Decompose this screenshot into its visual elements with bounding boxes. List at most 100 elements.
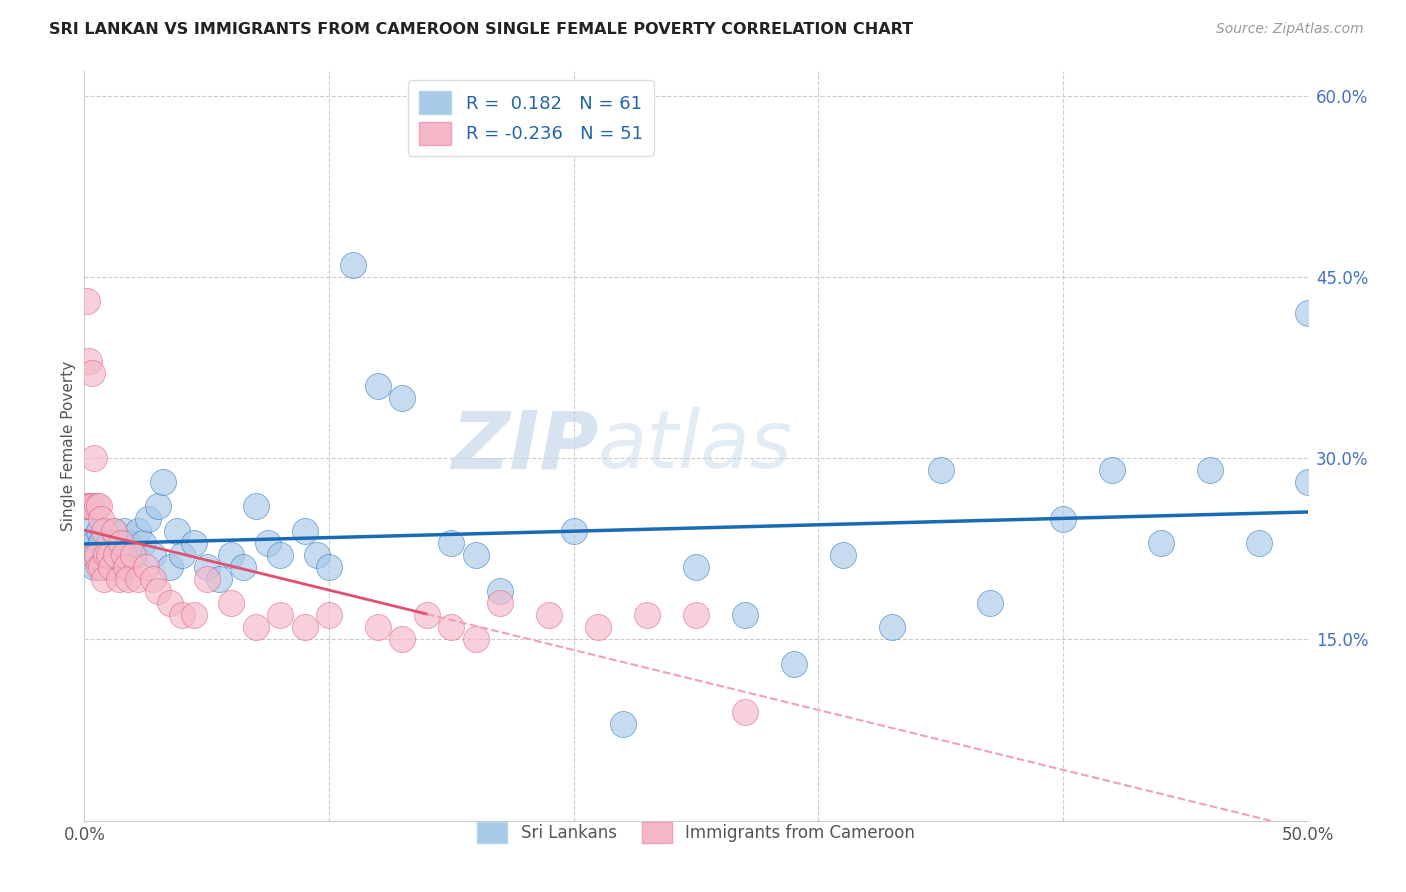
Point bbox=[783, 657, 806, 671]
Point bbox=[245, 500, 267, 514]
Point bbox=[1296, 475, 1319, 490]
Y-axis label: Single Female Poverty: Single Female Poverty bbox=[60, 361, 76, 531]
Point bbox=[112, 548, 135, 562]
Point bbox=[87, 559, 110, 574]
Point bbox=[318, 559, 340, 574]
Point bbox=[110, 535, 132, 549]
Point bbox=[440, 535, 463, 549]
Point bbox=[152, 475, 174, 490]
Point bbox=[90, 511, 112, 525]
Point bbox=[117, 572, 139, 586]
Text: Source: ZipAtlas.com: Source: ZipAtlas.com bbox=[1216, 22, 1364, 37]
Point bbox=[87, 524, 110, 538]
Point bbox=[97, 548, 120, 562]
Point bbox=[464, 548, 486, 562]
Point bbox=[1052, 511, 1074, 525]
Point bbox=[464, 632, 486, 647]
Point bbox=[342, 258, 364, 272]
Point bbox=[100, 548, 122, 562]
Point bbox=[142, 572, 165, 586]
Point bbox=[107, 572, 129, 586]
Point bbox=[1101, 463, 1123, 477]
Point bbox=[929, 463, 952, 477]
Point bbox=[159, 596, 181, 610]
Point bbox=[76, 548, 98, 562]
Point bbox=[172, 608, 194, 623]
Point bbox=[146, 584, 169, 599]
Point bbox=[80, 367, 103, 381]
Point bbox=[100, 559, 122, 574]
Point bbox=[1198, 463, 1220, 477]
Point bbox=[489, 584, 512, 599]
Point bbox=[110, 548, 132, 562]
Point bbox=[636, 608, 658, 623]
Point bbox=[127, 572, 149, 586]
Point bbox=[538, 608, 561, 623]
Point bbox=[183, 608, 205, 623]
Point bbox=[294, 620, 316, 634]
Point bbox=[416, 608, 439, 623]
Text: SRI LANKAN VS IMMIGRANTS FROM CAMEROON SINGLE FEMALE POVERTY CORRELATION CHART: SRI LANKAN VS IMMIGRANTS FROM CAMEROON S… bbox=[49, 22, 914, 37]
Point bbox=[112, 524, 135, 538]
Point bbox=[979, 596, 1001, 610]
Point bbox=[105, 548, 128, 562]
Point bbox=[83, 451, 105, 466]
Point bbox=[77, 535, 100, 549]
Point bbox=[208, 572, 231, 586]
Point bbox=[391, 632, 413, 647]
Point bbox=[97, 535, 120, 549]
Point bbox=[80, 548, 103, 562]
Point bbox=[76, 293, 98, 308]
Text: atlas: atlas bbox=[598, 407, 793, 485]
Point bbox=[77, 500, 100, 514]
Point bbox=[117, 535, 139, 549]
Point bbox=[195, 559, 218, 574]
Point bbox=[83, 535, 105, 549]
Point bbox=[136, 511, 159, 525]
Point bbox=[159, 559, 181, 574]
Point bbox=[685, 608, 707, 623]
Point bbox=[489, 596, 512, 610]
Point bbox=[96, 548, 118, 562]
Point bbox=[135, 559, 157, 574]
Point bbox=[1150, 535, 1173, 549]
Point bbox=[183, 535, 205, 549]
Point bbox=[77, 524, 100, 538]
Point bbox=[219, 596, 242, 610]
Point bbox=[269, 608, 291, 623]
Point bbox=[87, 500, 110, 514]
Point bbox=[232, 559, 254, 574]
Point bbox=[76, 500, 98, 514]
Point bbox=[90, 535, 112, 549]
Point bbox=[77, 354, 100, 368]
Point bbox=[1247, 535, 1270, 549]
Point bbox=[562, 524, 585, 538]
Point bbox=[122, 548, 145, 562]
Point bbox=[305, 548, 328, 562]
Point bbox=[734, 705, 756, 719]
Point bbox=[93, 548, 115, 562]
Point bbox=[219, 548, 242, 562]
Point bbox=[440, 620, 463, 634]
Point bbox=[245, 620, 267, 634]
Point bbox=[83, 559, 105, 574]
Point bbox=[685, 559, 707, 574]
Point bbox=[127, 524, 149, 538]
Point bbox=[105, 535, 128, 549]
Point bbox=[103, 524, 125, 538]
Point bbox=[142, 548, 165, 562]
Point bbox=[318, 608, 340, 623]
Point bbox=[294, 524, 316, 538]
Point bbox=[115, 559, 138, 574]
Point bbox=[122, 548, 145, 562]
Point bbox=[96, 559, 118, 574]
Point bbox=[80, 500, 103, 514]
Point bbox=[269, 548, 291, 562]
Point bbox=[391, 391, 413, 405]
Point bbox=[83, 548, 105, 562]
Point bbox=[257, 535, 280, 549]
Point bbox=[146, 500, 169, 514]
Point bbox=[86, 500, 108, 514]
Point bbox=[93, 572, 115, 586]
Point bbox=[734, 608, 756, 623]
